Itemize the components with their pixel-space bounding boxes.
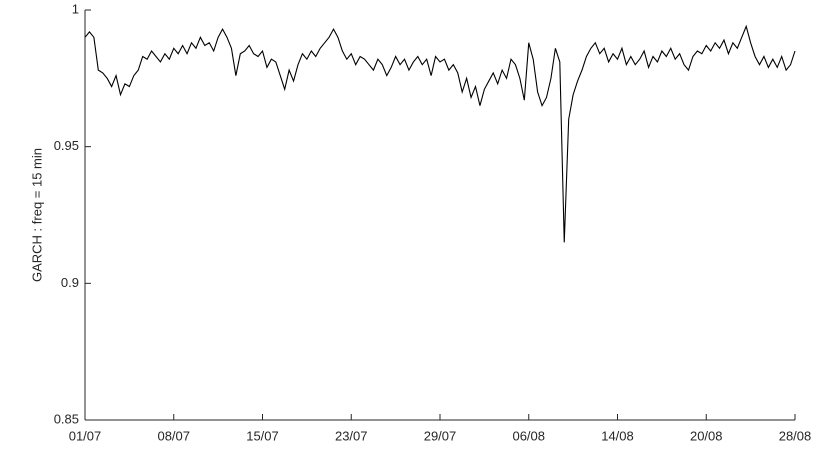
y-tick-label: 0.9 (61, 275, 79, 290)
data-line (84, 24, 796, 243)
x-tick-label: 29/07 (424, 428, 457, 443)
y-tick-label: 0.95 (54, 138, 79, 153)
x-tick-label: 15/07 (246, 428, 279, 443)
x-tick-label: 23/07 (335, 428, 368, 443)
y-tick-label: 1 (72, 1, 79, 16)
x-tick-label: 06/08 (512, 428, 545, 443)
x-tick-label: 14/08 (601, 428, 634, 443)
y-tick-label: 0.85 (54, 411, 79, 426)
x-tick-label: 28/08 (779, 428, 812, 443)
x-tick-label: 01/07 (69, 428, 102, 443)
x-tick-label: 20/08 (690, 428, 723, 443)
y-axis-label: GARCH : freq = 15 min (29, 148, 44, 282)
x-tick-label: 08/07 (157, 428, 190, 443)
